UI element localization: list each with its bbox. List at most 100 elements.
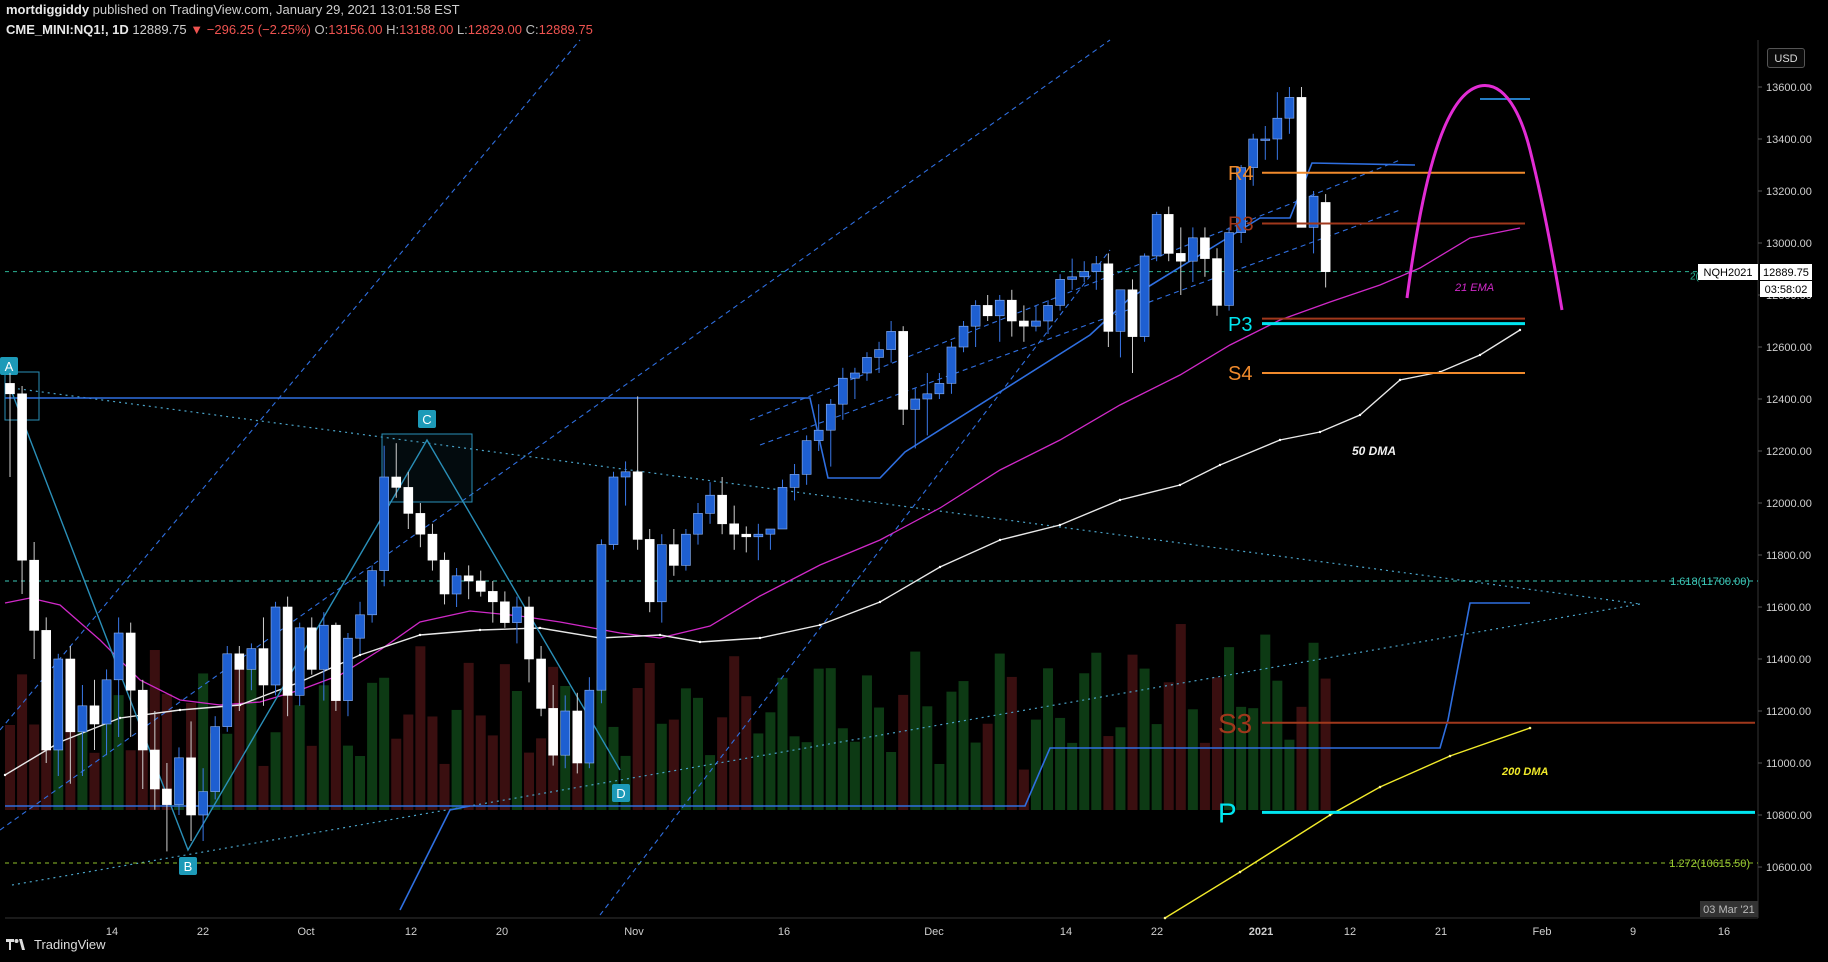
volume-bar <box>379 677 390 810</box>
candle <box>753 533 764 538</box>
low-label: L: <box>456 22 468 37</box>
x-tick-label: 22 <box>1151 926 1163 938</box>
candle <box>1031 320 1041 327</box>
ema21-line <box>4 227 1521 706</box>
volume-bar <box>1248 708 1259 810</box>
volume-bar <box>1055 717 1066 810</box>
x-tick-label: 9 <box>1630 926 1636 938</box>
publisher-name[interactable]: mortdiggiddy <box>6 2 90 17</box>
volume-bar <box>753 733 764 810</box>
volume-bar <box>17 674 28 810</box>
volume-bar <box>451 709 462 810</box>
candle <box>1212 258 1222 306</box>
high-label: H: <box>386 22 400 37</box>
x-tick-label: 12 <box>405 926 417 938</box>
volume-bar <box>765 712 776 810</box>
candle <box>89 705 100 725</box>
candle <box>934 383 945 395</box>
last-price: 12889.75 <box>132 22 187 37</box>
candle <box>777 487 788 530</box>
y-tick-label: 11800.00 <box>1766 550 1811 562</box>
volume-bar <box>572 739 583 810</box>
candle <box>572 710 583 764</box>
volume-bar <box>1103 736 1114 810</box>
candle <box>862 357 872 374</box>
candle <box>1296 97 1307 228</box>
candle <box>1055 279 1065 306</box>
candle <box>500 601 510 623</box>
candle <box>620 471 631 478</box>
tradingview-brand[interactable]: TradingView <box>6 932 106 956</box>
pivot-label-p3: P3 <box>1228 314 1252 336</box>
dma200-dot <box>1528 726 1532 730</box>
volume-bar <box>1006 676 1017 810</box>
pattern-point-label: A <box>5 359 14 374</box>
volume-bar <box>258 765 269 810</box>
candle <box>1260 138 1271 141</box>
fib-label: 1.272(10615.50) <box>1669 858 1750 870</box>
candle <box>536 658 546 709</box>
y-tick-label: 11000.00 <box>1766 758 1811 770</box>
currency-button[interactable]: USD <box>1767 48 1805 68</box>
pivot-label-s4: S4 <box>1228 363 1252 385</box>
candle <box>608 476 619 545</box>
volume-bar <box>330 646 341 810</box>
volume-bar <box>620 755 631 810</box>
volume-bar <box>849 741 860 810</box>
volume-bar <box>318 685 329 810</box>
candle <box>813 429 824 441</box>
volume-bar <box>113 695 124 810</box>
x-tick-label: 16 <box>1718 926 1730 938</box>
candle <box>596 544 607 691</box>
candle <box>874 349 884 358</box>
symbol-title[interactable]: CME_MINI:NQ1!, 1D <box>6 22 129 37</box>
candle <box>355 614 365 639</box>
dma200-dot <box>1328 813 1332 817</box>
volume-bar <box>1296 706 1307 810</box>
price-tag-value: 12889.75 <box>1763 267 1809 279</box>
volume-bar <box>1199 742 1210 810</box>
volume-bar <box>970 742 981 810</box>
volume-bar <box>705 755 716 810</box>
volume-bar <box>994 653 1005 810</box>
dma50-dot <box>1118 498 1122 502</box>
pattern-point-d <box>612 784 630 802</box>
candle <box>1151 214 1162 257</box>
volume-bar <box>958 681 969 810</box>
x-tick-label: Feb <box>1533 926 1552 938</box>
lower-band-tail <box>399 805 471 911</box>
candle <box>415 513 426 535</box>
volume-bar <box>898 694 909 810</box>
candle <box>1043 305 1053 322</box>
volume-bar <box>270 732 281 810</box>
y-tick-label: 12600.00 <box>1766 342 1812 354</box>
x-badge: 03 Mar '21 <box>1703 904 1755 916</box>
pivot-label-r3: R3 <box>1228 214 1254 236</box>
dma50-dot <box>998 538 1002 542</box>
brand-name: TradingView <box>34 936 106 952</box>
x-tick-label: Nov <box>624 926 644 938</box>
channel-line <box>0 39 1111 831</box>
volume-bar <box>29 724 40 810</box>
volume-bar <box>1030 719 1041 810</box>
candle <box>150 749 160 790</box>
candle <box>1320 202 1331 272</box>
price-tag-countdown: 03:58:02 <box>1765 284 1808 296</box>
pattern-point-b <box>179 857 197 875</box>
volume-bar <box>524 752 535 810</box>
y-tick-label: 13600.00 <box>1766 82 1812 94</box>
volume-bar <box>729 656 740 810</box>
x-tick-label: 12 <box>1344 926 1356 938</box>
volume-bar <box>511 690 522 810</box>
volume-bar <box>801 742 812 810</box>
dma50-dot <box>1518 328 1522 332</box>
y-tick-label: 12000.00 <box>1766 498 1812 510</box>
candle <box>246 648 257 670</box>
volume-bar <box>1163 682 1174 810</box>
candle <box>982 305 993 317</box>
candle <box>632 471 643 540</box>
candle <box>1272 117 1283 140</box>
pattern-point-label: B <box>184 859 193 874</box>
volume-bar <box>439 763 450 810</box>
